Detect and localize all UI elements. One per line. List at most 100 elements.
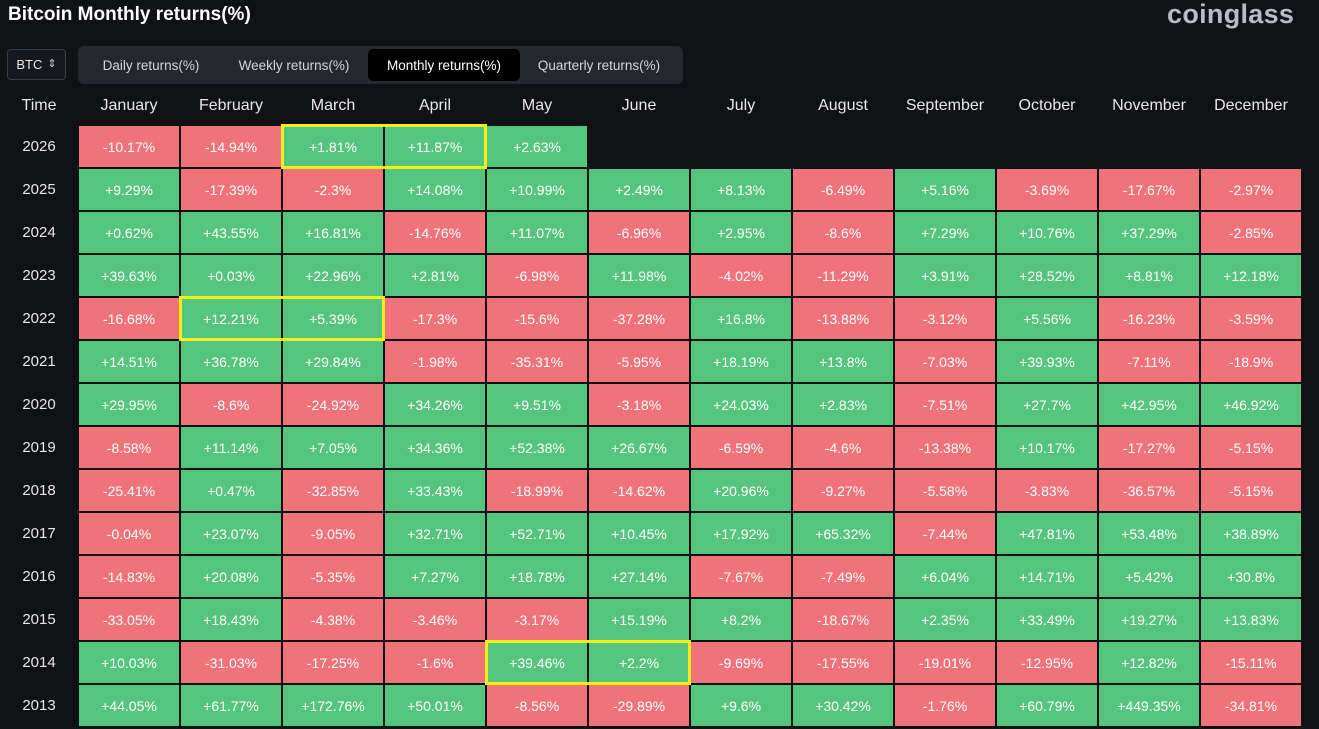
return-cell: -4.02% bbox=[690, 254, 792, 297]
return-cell: +11.07% bbox=[486, 211, 588, 254]
return-cell: -5.15% bbox=[1200, 426, 1302, 469]
return-cell: +37.29% bbox=[1098, 211, 1200, 254]
return-cell: +39.46% bbox=[486, 641, 588, 684]
column-header-month: March bbox=[310, 97, 356, 114]
return-cell: -32.85% bbox=[282, 469, 384, 512]
return-cell: +11.87% bbox=[384, 125, 486, 168]
row-year: 2022 bbox=[22, 310, 56, 327]
return-cell: -9.69% bbox=[690, 641, 792, 684]
tab-quarterly-returns[interactable]: Quarterly returns(%) bbox=[537, 57, 661, 73]
return-cell: -6.96% bbox=[588, 211, 690, 254]
return-cell: +19.27% bbox=[1098, 598, 1200, 641]
return-cell: -3.18% bbox=[588, 383, 690, 426]
return-cell: +38.89% bbox=[1200, 512, 1302, 555]
tab-monthly-returns[interactable]: Monthly returns(%) bbox=[368, 49, 520, 81]
column-header-month: June bbox=[621, 97, 657, 114]
return-cell: -6.59% bbox=[690, 426, 792, 469]
return-cell: -7.51% bbox=[894, 383, 996, 426]
returns-period-tabs: Daily returns(%) Weekly returns(%) Month… bbox=[78, 46, 683, 84]
return-cell: -17.25% bbox=[282, 641, 384, 684]
row-year: 2015 bbox=[22, 611, 56, 628]
return-cell: +14.51% bbox=[78, 340, 180, 383]
return-cell: +15.19% bbox=[588, 598, 690, 641]
return-cell: -6.49% bbox=[792, 168, 894, 211]
page-title: Bitcoin Monthly returns(%) bbox=[8, 4, 251, 25]
return-cell: -5.35% bbox=[282, 555, 384, 598]
asset-select[interactable]: BTC ⇕ bbox=[7, 49, 66, 80]
tab-weekly-returns[interactable]: Weekly returns(%) bbox=[238, 57, 350, 73]
return-cell: +53.48% bbox=[1098, 512, 1200, 555]
column-header-month: April bbox=[418, 97, 451, 114]
return-cell: +27.14% bbox=[588, 555, 690, 598]
table-row: 2021 +14.51% +36.78% +29.84% -1.98% -35.31% -5… bbox=[0, 340, 1302, 383]
return-cell: +39.93% bbox=[996, 340, 1098, 383]
return-cell: +9.6% bbox=[690, 684, 792, 727]
table-row: 2017 -0.04% +23.07% -9.05% +32.71% +52.71% +10… bbox=[0, 512, 1302, 555]
return-cell: +26.67% bbox=[588, 426, 690, 469]
table-row: 2019 -8.58% +11.14% +7.05% +34.36% +52.38% +26… bbox=[0, 426, 1302, 469]
row-year: 2014 bbox=[22, 654, 56, 671]
return-cell bbox=[792, 125, 894, 168]
return-cell: +8.2% bbox=[690, 598, 792, 641]
return-cell: -15.6% bbox=[486, 297, 588, 340]
return-cell bbox=[894, 125, 996, 168]
return-cell bbox=[588, 125, 690, 168]
table-row: 2022 -16.68% +12.21% +5.39% -17.3% -15.6% -37.… bbox=[0, 297, 1302, 340]
return-cell: -7.67% bbox=[690, 555, 792, 598]
return-cell: +5.42% bbox=[1098, 555, 1200, 598]
return-cell: +2.95% bbox=[690, 211, 792, 254]
return-cell: +449.35% bbox=[1098, 684, 1200, 727]
return-cell: +47.81% bbox=[996, 512, 1098, 555]
return-cell: -8.6% bbox=[180, 383, 282, 426]
return-cell: -16.68% bbox=[78, 297, 180, 340]
return-cell: +29.84% bbox=[282, 340, 384, 383]
return-cell: +2.81% bbox=[384, 254, 486, 297]
column-header-time: Time bbox=[21, 97, 57, 114]
return-cell: +44.05% bbox=[78, 684, 180, 727]
return-cell: +12.82% bbox=[1098, 641, 1200, 684]
return-cell: +7.05% bbox=[282, 426, 384, 469]
column-header-month: May bbox=[521, 97, 553, 114]
return-cell: -3.69% bbox=[996, 168, 1098, 211]
row-year: 2016 bbox=[22, 568, 56, 585]
row-year: 2026 bbox=[22, 138, 56, 155]
return-cell: -33.05% bbox=[78, 598, 180, 641]
return-cell: +5.56% bbox=[996, 297, 1098, 340]
return-cell: -25.41% bbox=[78, 469, 180, 512]
return-cell: -9.05% bbox=[282, 512, 384, 555]
return-cell: +30.42% bbox=[792, 684, 894, 727]
return-cell: +9.29% bbox=[78, 168, 180, 211]
return-cell: +11.14% bbox=[180, 426, 282, 469]
return-cell: -35.31% bbox=[486, 340, 588, 383]
return-cell bbox=[1098, 125, 1200, 168]
return-cell: +46.92% bbox=[1200, 383, 1302, 426]
row-year: 2019 bbox=[22, 439, 56, 456]
column-header-month: August bbox=[818, 97, 868, 114]
return-cell: +10.03% bbox=[78, 641, 180, 684]
return-cell: +39.63% bbox=[78, 254, 180, 297]
tab-daily-returns[interactable]: Daily returns(%) bbox=[102, 57, 200, 73]
column-header-month: October bbox=[1018, 97, 1076, 114]
row-year: 2021 bbox=[22, 353, 56, 370]
table-row: 2013 +44.05% +61.77% +172.76% +50.01% -8.56% -… bbox=[0, 684, 1302, 727]
return-cell: +32.71% bbox=[384, 512, 486, 555]
table-row: 2025 +9.29% -17.39% -2.3% +14.08% +10.99% +2.4… bbox=[0, 168, 1302, 211]
return-cell: -14.83% bbox=[78, 555, 180, 598]
return-cell: +61.77% bbox=[180, 684, 282, 727]
return-cell: +1.81% bbox=[282, 125, 384, 168]
return-cell: +33.49% bbox=[996, 598, 1098, 641]
return-cell: +8.13% bbox=[690, 168, 792, 211]
return-cell: -1.98% bbox=[384, 340, 486, 383]
return-cell: +3.91% bbox=[894, 254, 996, 297]
return-cell: -17.27% bbox=[1098, 426, 1200, 469]
return-cell: +0.03% bbox=[180, 254, 282, 297]
return-cell: +10.45% bbox=[588, 512, 690, 555]
return-cell: -18.67% bbox=[792, 598, 894, 641]
return-cell: +172.76% bbox=[282, 684, 384, 727]
chevron-up-down-icon: ⇕ bbox=[47, 58, 57, 70]
return-cell: -13.88% bbox=[792, 297, 894, 340]
return-cell: +2.49% bbox=[588, 168, 690, 211]
table-row: 2026 -10.17% -14.94% +1.81% +11.87% +2.63% bbox=[0, 125, 1302, 168]
return-cell: +65.32% bbox=[792, 512, 894, 555]
table-row: 2018 -25.41% +0.47% -32.85% +33.43% -18.99% -1… bbox=[0, 469, 1302, 512]
